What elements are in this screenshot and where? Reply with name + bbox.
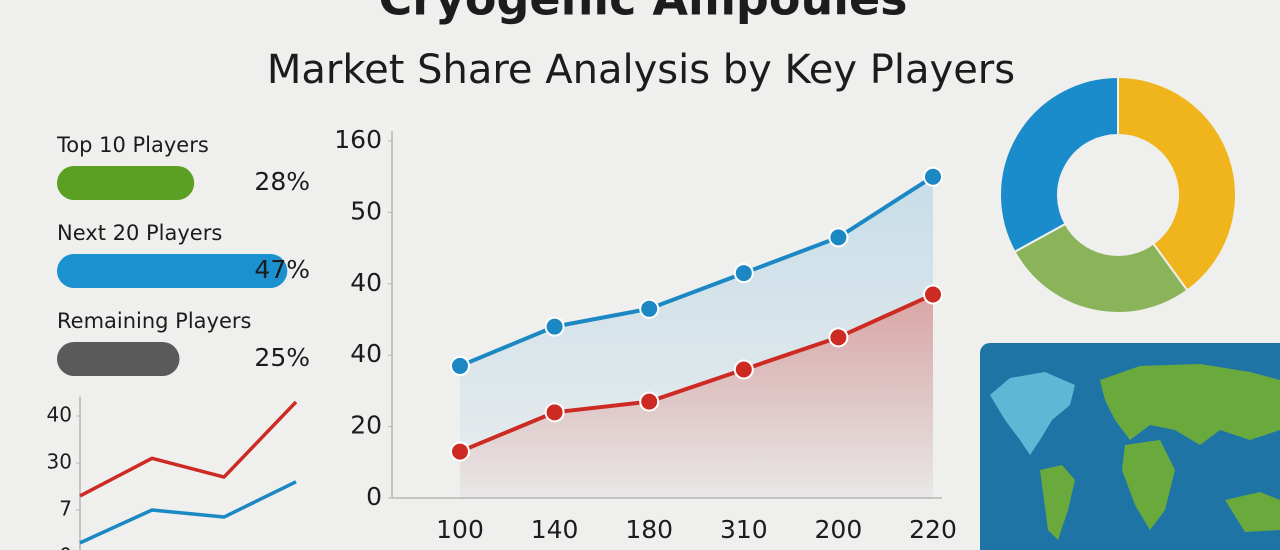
donut-segment bbox=[999, 75, 1119, 254]
donut-segment bbox=[1013, 222, 1189, 314]
y-tick-label: 7 bbox=[59, 497, 72, 521]
y-tick-label: 40 bbox=[350, 339, 382, 368]
x-tick-label: 310 bbox=[720, 515, 768, 544]
line bbox=[79, 480, 297, 545]
bar-label: Top 10 Players bbox=[56, 133, 209, 157]
x-tick-label: 100 bbox=[436, 515, 484, 544]
y-tick-label: 40 bbox=[350, 268, 382, 297]
marker bbox=[733, 359, 754, 380]
marker bbox=[923, 166, 943, 187]
value-label: 47% bbox=[254, 255, 310, 284]
y-tick-label: 0 bbox=[59, 544, 72, 550]
x-tick-label: 180 bbox=[625, 515, 673, 544]
y-tick-label: 30 bbox=[47, 450, 72, 474]
y-tick-label: 20 bbox=[350, 411, 382, 440]
value-label: 28% bbox=[254, 167, 310, 196]
y-tick-label: 50 bbox=[350, 196, 382, 225]
marker bbox=[544, 402, 565, 423]
marker bbox=[450, 355, 470, 376]
marker bbox=[923, 284, 943, 305]
bar bbox=[57, 166, 195, 200]
y-tick-label: 160 bbox=[334, 125, 382, 154]
y-tick-label: 0 bbox=[366, 482, 382, 511]
line bbox=[459, 292, 934, 454]
subtitle: Market Share Analysis by Key Players bbox=[267, 47, 1015, 93]
marker bbox=[828, 327, 849, 348]
marker bbox=[733, 263, 754, 284]
bar bbox=[57, 254, 288, 288]
marker bbox=[828, 227, 849, 248]
line bbox=[459, 175, 935, 368]
donut-segment bbox=[1117, 75, 1237, 292]
x-tick-label: 200 bbox=[815, 515, 863, 544]
title: Cryogenic Ampoules bbox=[378, 0, 907, 26]
area bbox=[460, 294, 933, 498]
marker bbox=[450, 441, 470, 462]
line bbox=[79, 400, 298, 498]
marker bbox=[639, 391, 660, 412]
bar-label: Next 20 Players bbox=[57, 221, 222, 245]
value-label: 25% bbox=[254, 343, 310, 372]
y-tick-label: 40 bbox=[47, 403, 72, 427]
bar-label: Remaining Players bbox=[57, 309, 251, 333]
marker bbox=[639, 298, 660, 319]
x-tick-label: 140 bbox=[531, 515, 579, 544]
marker bbox=[544, 316, 565, 337]
x-tick-label: 220 bbox=[909, 515, 957, 544]
world-map bbox=[980, 343, 1280, 550]
bar bbox=[57, 342, 180, 376]
